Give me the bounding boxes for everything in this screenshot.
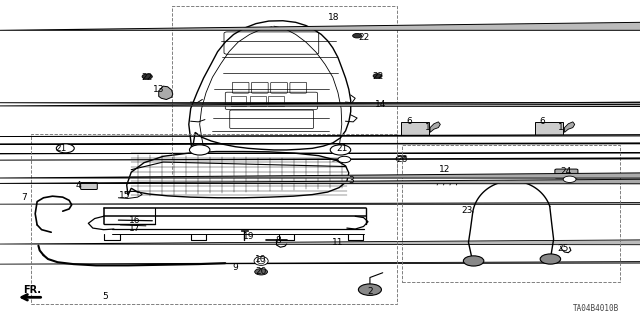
Polygon shape (0, 238, 640, 248)
Text: 7: 7 (22, 193, 27, 202)
Bar (241, 230, 248, 231)
Circle shape (373, 74, 382, 78)
Circle shape (463, 256, 484, 266)
Polygon shape (0, 137, 640, 144)
Polygon shape (430, 122, 440, 132)
FancyBboxPatch shape (555, 169, 578, 178)
Polygon shape (564, 122, 575, 132)
Text: 6: 6 (540, 117, 545, 126)
Circle shape (353, 33, 362, 38)
Circle shape (255, 269, 268, 275)
Circle shape (358, 284, 381, 295)
Text: 2: 2 (367, 287, 372, 296)
Polygon shape (0, 177, 640, 186)
Polygon shape (0, 89, 640, 105)
Polygon shape (0, 146, 640, 160)
Polygon shape (0, 252, 640, 264)
Ellipse shape (257, 258, 265, 264)
Text: 1: 1 (425, 123, 430, 132)
Text: 20: 20 (255, 267, 267, 276)
FancyBboxPatch shape (401, 122, 429, 135)
Text: 22: 22 (358, 33, 369, 42)
Text: 16: 16 (129, 216, 140, 225)
Text: 8: 8 (276, 236, 281, 245)
Text: 26: 26 (396, 155, 408, 164)
Circle shape (563, 176, 576, 182)
Text: 13: 13 (153, 85, 164, 94)
Text: 14: 14 (375, 100, 387, 109)
Text: 3: 3 (348, 176, 353, 185)
Text: 25: 25 (557, 244, 569, 253)
Text: 1: 1 (559, 123, 564, 132)
Circle shape (142, 74, 152, 79)
Text: 19: 19 (243, 232, 254, 241)
Text: 24: 24 (561, 167, 572, 176)
Text: FR.: FR. (23, 285, 41, 295)
Text: 18: 18 (328, 13, 340, 22)
Text: 11: 11 (332, 238, 344, 247)
Ellipse shape (254, 256, 268, 265)
Text: 9: 9 (233, 263, 238, 272)
Circle shape (330, 145, 351, 155)
Text: 15: 15 (119, 191, 131, 200)
Circle shape (56, 144, 74, 153)
Polygon shape (0, 144, 640, 154)
Circle shape (189, 145, 210, 155)
Polygon shape (0, 17, 640, 30)
Text: TA04B4010B: TA04B4010B (573, 304, 620, 313)
Text: 10: 10 (255, 255, 267, 263)
Text: 22: 22 (372, 72, 383, 81)
Text: 21: 21 (337, 144, 348, 153)
Polygon shape (0, 99, 640, 110)
Polygon shape (0, 163, 640, 180)
Polygon shape (0, 124, 640, 137)
Text: 5: 5 (103, 292, 108, 301)
Text: 12: 12 (439, 165, 451, 174)
Polygon shape (0, 198, 640, 206)
Text: 21: 21 (55, 144, 67, 153)
FancyBboxPatch shape (81, 182, 97, 189)
FancyBboxPatch shape (535, 122, 563, 135)
Text: 6: 6 (407, 117, 412, 126)
Text: 22: 22 (141, 73, 153, 82)
Text: 23: 23 (461, 206, 473, 215)
Polygon shape (159, 86, 173, 100)
Text: 4: 4 (76, 181, 81, 189)
Circle shape (338, 156, 351, 163)
Text: 17: 17 (129, 224, 140, 233)
Circle shape (540, 254, 561, 264)
